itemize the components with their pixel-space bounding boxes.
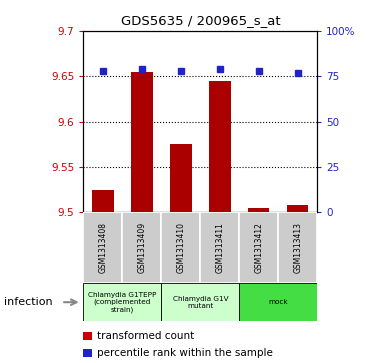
Bar — [83, 212, 122, 283]
Text: GSM1313408: GSM1313408 — [98, 222, 108, 273]
Text: percentile rank within the sample: percentile rank within the sample — [97, 348, 273, 358]
Title: GDS5635 / 200965_s_at: GDS5635 / 200965_s_at — [121, 14, 280, 27]
Bar — [83, 283, 161, 321]
Text: Chlamydia G1TEPP
(complemented
strain): Chlamydia G1TEPP (complemented strain) — [88, 292, 157, 313]
Bar — [122, 212, 161, 283]
Text: mock: mock — [269, 299, 288, 305]
Bar — [248, 208, 269, 212]
Bar — [92, 189, 114, 212]
Text: infection: infection — [4, 297, 52, 307]
Text: Chlamydia G1V
mutant: Chlamydia G1V mutant — [173, 296, 228, 309]
Text: transformed count: transformed count — [97, 331, 194, 341]
Text: GSM1313411: GSM1313411 — [215, 222, 224, 273]
Bar — [200, 212, 239, 283]
Text: GSM1313413: GSM1313413 — [293, 222, 302, 273]
Text: GSM1313412: GSM1313412 — [254, 222, 263, 273]
Bar — [161, 212, 200, 283]
Bar — [209, 81, 230, 212]
Bar — [161, 283, 239, 321]
Bar — [287, 205, 308, 212]
Bar — [278, 212, 317, 283]
Text: GSM1313410: GSM1313410 — [176, 222, 186, 273]
Bar — [239, 212, 278, 283]
Bar — [239, 283, 317, 321]
Bar — [170, 144, 191, 212]
Text: GSM1313409: GSM1313409 — [137, 222, 147, 273]
Bar — [131, 72, 152, 212]
